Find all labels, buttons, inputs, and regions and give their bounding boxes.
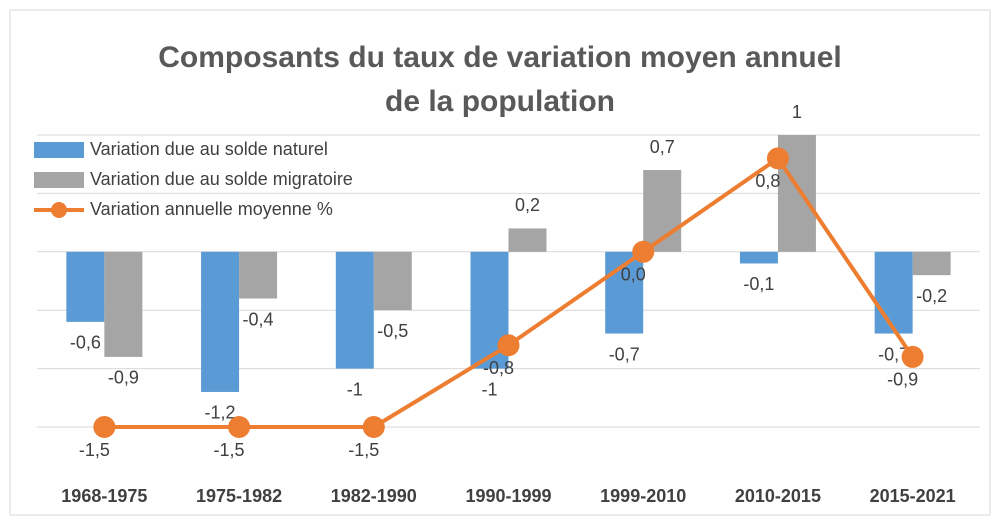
data-label: -0,8 xyxy=(483,358,514,378)
data-label: 1 xyxy=(792,102,802,122)
bar xyxy=(912,251,951,276)
chart-title: Composants du taux de variation moyen an… xyxy=(158,41,842,118)
data-label: -0,6 xyxy=(70,333,101,353)
bar xyxy=(874,251,913,334)
data-label: 0,8 xyxy=(755,171,780,191)
line-point xyxy=(766,147,789,170)
data-label: -1,2 xyxy=(205,403,236,423)
data-label: -0,1 xyxy=(743,274,774,294)
line-point xyxy=(93,416,116,438)
data-label: -1,5 xyxy=(214,440,245,460)
bar xyxy=(66,251,105,322)
data-label: -0,4 xyxy=(243,309,274,329)
line-point xyxy=(901,345,924,368)
bar xyxy=(104,251,143,357)
data-label: -0,2 xyxy=(916,286,947,306)
x-tick-label: 2015-2021 xyxy=(870,486,956,506)
bar xyxy=(508,228,547,252)
data-label: -1,5 xyxy=(79,440,110,460)
data-label: -0,9 xyxy=(108,368,139,388)
data-label: -1,5 xyxy=(348,440,379,460)
data-label: -0,7 xyxy=(609,344,640,364)
data-label: 0,2 xyxy=(515,195,540,215)
line-point xyxy=(362,416,385,438)
legend-swatch xyxy=(34,172,84,188)
bar xyxy=(201,251,240,392)
legend-swatch xyxy=(34,142,84,158)
line-point xyxy=(632,240,655,263)
data-label: -1 xyxy=(481,379,497,399)
bar xyxy=(335,251,374,369)
x-tick-label: 1982-1990 xyxy=(331,486,417,506)
x-tick-label: 1999-2010 xyxy=(600,486,686,506)
legend-label: Variation due au solde naturel xyxy=(90,139,328,159)
x-tick-label: 1975-1982 xyxy=(196,486,282,506)
data-label: 0,0 xyxy=(621,265,646,285)
data-label: -0,7 xyxy=(878,344,909,364)
frame xyxy=(9,9,991,516)
legend-label: Variation annuelle moyenne % xyxy=(90,199,333,219)
legend-label: Variation due au solde migratoire xyxy=(90,169,353,189)
x-tick-label: 1990-1999 xyxy=(465,486,551,506)
bar xyxy=(739,251,778,264)
legend-swatch xyxy=(51,202,67,218)
x-tick-label: 2010-2015 xyxy=(735,486,821,506)
data-label: -0,9 xyxy=(887,370,918,390)
line-point xyxy=(497,334,520,357)
data-label: -0,5 xyxy=(377,321,408,341)
bar xyxy=(239,251,278,299)
data-label: 0,7 xyxy=(650,137,675,157)
bar xyxy=(373,251,412,311)
line-point xyxy=(228,416,251,438)
data-label: -1 xyxy=(347,379,363,399)
x-tick-label: 1968-1975 xyxy=(61,486,147,506)
